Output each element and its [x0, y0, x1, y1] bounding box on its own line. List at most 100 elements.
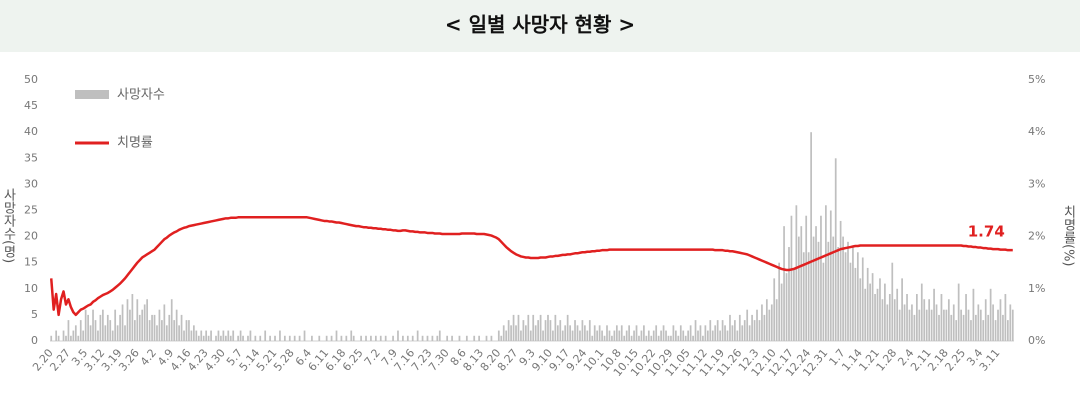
bar: [1002, 314, 1004, 341]
bar: [242, 335, 244, 341]
bar: [406, 335, 409, 341]
bar: [684, 335, 687, 341]
bar: [229, 335, 232, 341]
bar: [556, 325, 559, 341]
bar: [729, 314, 731, 341]
bar: [984, 299, 987, 341]
y-tick-label: 40: [24, 125, 38, 138]
bar: [906, 294, 908, 341]
bar: [979, 309, 982, 341]
bar: [547, 314, 549, 341]
title-band: [0, 0, 1080, 52]
bar: [84, 309, 87, 341]
bar: [672, 325, 675, 341]
bar: [768, 309, 771, 341]
bar: [770, 304, 773, 341]
bar: [109, 320, 112, 341]
bar: [918, 309, 921, 341]
bar: [992, 304, 994, 341]
bar: [967, 309, 970, 341]
bar: [692, 335, 694, 341]
bar: [652, 330, 655, 341]
bar: [576, 325, 579, 341]
bar: [200, 330, 203, 341]
y2-tick-label: 0%: [1028, 334, 1045, 347]
bar: [465, 335, 468, 341]
bar: [955, 320, 958, 341]
bar: [888, 294, 891, 341]
bar: [330, 335, 333, 341]
y-tick-label: 25: [24, 204, 38, 217]
bar: [318, 335, 321, 341]
bar: [827, 241, 830, 341]
bar: [497, 330, 500, 341]
bar: [207, 335, 210, 341]
bar: [92, 309, 94, 341]
bar: [532, 314, 535, 341]
bar: [542, 330, 544, 341]
bar: [675, 330, 677, 341]
legend-label: 치명률: [117, 136, 153, 151]
bar: [82, 330, 85, 341]
bar: [473, 335, 476, 341]
bar: [79, 320, 82, 341]
bar: [859, 278, 862, 341]
bar: [566, 314, 569, 341]
bar: [507, 320, 510, 341]
bar: [832, 236, 835, 341]
bar: [478, 335, 480, 341]
bar: [645, 335, 648, 341]
y-tick-label: 10: [24, 282, 38, 295]
bar: [571, 330, 574, 341]
bar: [805, 215, 808, 341]
bar: [259, 335, 262, 341]
bar: [1004, 294, 1007, 341]
bar: [175, 309, 178, 341]
bar: [335, 330, 338, 341]
bar: [517, 314, 520, 341]
bar: [620, 325, 623, 341]
bar: [628, 325, 630, 341]
bar: [706, 330, 709, 341]
bar: [143, 304, 146, 341]
bar: [734, 320, 736, 341]
bar: [633, 330, 635, 341]
bar: [193, 325, 195, 341]
bar: [638, 335, 640, 341]
bar: [670, 335, 672, 341]
bar: [657, 335, 660, 341]
bar: [881, 299, 884, 341]
bar: [920, 283, 923, 341]
bar: [340, 335, 343, 341]
bar: [254, 335, 257, 341]
bar: [151, 314, 153, 341]
bar: [780, 283, 783, 341]
bar: [133, 320, 136, 341]
bar: [778, 262, 781, 341]
bar: [751, 314, 753, 341]
bar: [74, 325, 77, 341]
bar: [215, 335, 217, 341]
bar: [947, 299, 950, 341]
bar: [596, 330, 599, 341]
y-tick-label: 50: [24, 73, 38, 86]
bar: [360, 335, 362, 341]
bar: [104, 325, 107, 341]
bar: [539, 314, 542, 341]
bar: [731, 325, 734, 341]
bar: [446, 335, 449, 341]
bar: [148, 320, 151, 341]
bar: [908, 309, 911, 341]
bar: [615, 325, 618, 341]
bar: [994, 320, 997, 341]
bar: [842, 236, 844, 341]
bar: [534, 325, 537, 341]
bar: [989, 288, 992, 341]
bar: [606, 325, 608, 341]
bar: [891, 262, 894, 341]
bar: [874, 294, 876, 341]
bar: [500, 335, 503, 341]
bar: [283, 335, 286, 341]
bar: [1009, 304, 1012, 341]
bar: [131, 294, 134, 341]
